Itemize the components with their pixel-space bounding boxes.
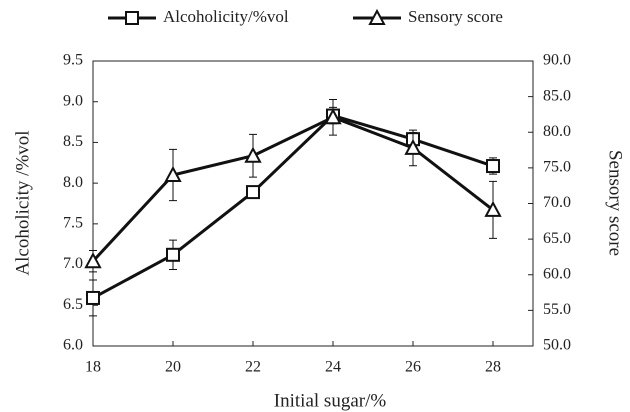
y2-tick-label: 90.0	[543, 52, 571, 69]
data-point	[486, 159, 500, 174]
data-point	[484, 200, 502, 217]
y-tick-label: 8.5	[63, 133, 83, 150]
data-point	[164, 165, 182, 182]
plot-frame	[92, 60, 534, 347]
y2-tick-label: 50.0	[543, 337, 571, 354]
y-axis-label: Alcoholicity /%vol	[12, 130, 33, 275]
data-point	[246, 185, 260, 200]
y2-tick-label: 65.0	[543, 230, 571, 247]
y2-axis-label: Sensory score	[605, 150, 626, 256]
data-point	[244, 146, 262, 163]
y-tick-label: 7.0	[63, 255, 83, 272]
data-point	[404, 138, 422, 155]
y-tick-label: 6.0	[63, 337, 83, 354]
y2-tick-label: 85.0	[543, 87, 571, 104]
y-tick-label: 9.5	[63, 52, 83, 69]
x-tick-label: 20	[165, 359, 181, 376]
x-tick-label: 22	[245, 359, 261, 376]
x-tick-label: 18	[85, 359, 101, 376]
series-line	[92, 113, 494, 300]
y2-tick-label: 55.0	[543, 301, 571, 318]
x-tick-label: 26	[405, 359, 421, 376]
legend-label: Alcoholicity/%vol	[163, 7, 289, 26]
legend-label: Sensory score	[408, 7, 503, 26]
data-point	[86, 290, 100, 305]
data-point	[84, 252, 102, 269]
y-tick-label: 6.5	[63, 296, 83, 313]
x-axis-label: Initial sugar/%	[274, 390, 387, 411]
y2-tick-label: 60.0	[543, 265, 571, 282]
data-point	[324, 108, 342, 125]
legend-marker	[125, 11, 139, 25]
x-tick-label: 28	[485, 359, 501, 376]
data-point	[166, 247, 180, 262]
series-line	[91, 115, 494, 263]
y-tick-label: 9.0	[63, 92, 83, 109]
y-tick-label: 8.0	[63, 174, 83, 191]
y2-tick-label: 70.0	[543, 194, 571, 211]
y2-tick-label: 75.0	[543, 159, 571, 176]
x-tick-label: 24	[325, 359, 341, 376]
legend-marker	[368, 8, 386, 25]
y2-tick-label: 80.0	[543, 123, 571, 140]
y-tick-label: 7.5	[63, 215, 83, 232]
